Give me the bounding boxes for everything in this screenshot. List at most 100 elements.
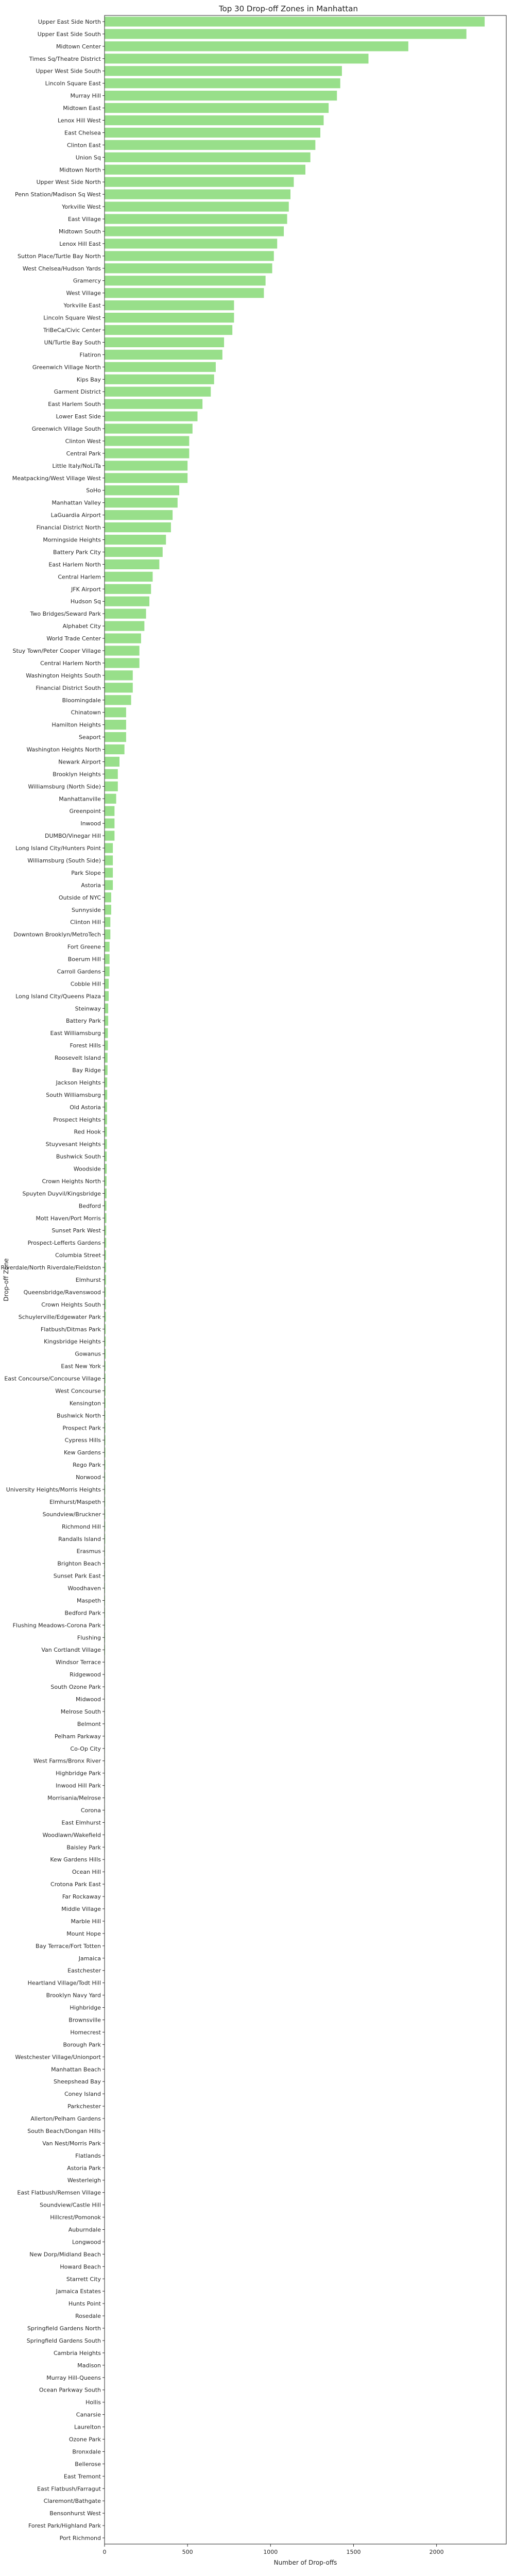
y-tick-label: Crotona Park East [50,1881,101,1888]
bar [105,140,316,150]
bar [105,78,340,89]
y-tick-label: Windsor Terrace [56,1659,101,1666]
bar [105,276,266,286]
y-tick-label: Yorkville East [63,302,101,309]
bar [105,1225,107,1235]
y-tick-label: Hollis [85,2399,101,2406]
y-tick-label: South Beach/Dongan Hills [27,2128,101,2134]
y-tick-label: Kew Gardens Hills [50,1856,101,1863]
x-tick-label: 1000 [263,2549,278,2555]
y-tick-label: New Dorp/Midland Beach [29,2251,101,2258]
bar [105,461,188,471]
bar [105,1385,106,1396]
y-tick-label: Upper East Side North [38,19,101,25]
y-tick-label: Borough Park [63,2041,101,2048]
y-tick-label: Starrett City [66,2276,101,2282]
y-tick-label: Spuyten Duyvil/Kingsbridge [22,1190,101,1197]
bar [105,1460,106,1470]
y-tick-label: Claremont/Bathgate [44,2498,101,2504]
bar [105,855,113,866]
y-tick-label: East Concourse/Concourse Village [4,1376,101,1382]
bar [105,436,190,446]
y-tick-label: Highbridge [70,2005,101,2011]
y-tick-label: Little Italy/NoLiTa [53,463,101,469]
y-tick-label: Manhattanville [59,795,101,802]
bar [105,300,234,311]
y-tick-label: Van Nest/Morris Park [42,2140,101,2147]
y-tick-label: Bellerose [75,2461,101,2467]
bar [105,152,311,162]
bar [105,164,305,175]
bar [105,596,150,606]
y-tick-label: Lenox Hill West [58,117,101,124]
y-tick-label: Greenpoint [70,808,101,815]
bar [105,1447,106,1458]
y-tick-label: UN/Turtle Bay South [44,339,101,346]
bar [105,1410,106,1420]
bar [105,312,234,323]
bar [105,769,118,779]
y-tick-label: Bay Terrace/Fort Totten [36,1943,101,1950]
y-tick-label: Westerleigh [67,2177,101,2184]
y-tick-label: Lincoln Square West [43,315,101,321]
y-tick-label: Hudson Sq [71,598,101,605]
y-tick-label: Union Sq [76,154,101,161]
bar [105,91,337,101]
y-tick-label: University Heights/Morris Heights [6,1486,101,1493]
y-tick-label: Norwood [76,1474,101,1481]
y-tick-label: Manhattan Beach [51,2066,101,2073]
bar [105,658,140,668]
bar [105,831,115,841]
bar [105,1373,106,1384]
x-tick-label: 2000 [430,2549,444,2555]
bar [105,362,216,372]
y-tick-label: Midwood [76,1696,101,1703]
y-tick-label: Hillcrest/Pomonok [50,2214,101,2221]
bar [105,1349,106,1359]
y-tick-label: Financial District North [37,524,101,531]
bar [105,1114,107,1125]
y-tick-label: Auburndale [68,2226,101,2233]
y-tick-label: Homecrest [70,2029,101,2036]
bar [105,1336,106,1347]
y-tick-label: Bensonhurst West [49,2510,101,2517]
y-tick-label: Sunset Park West [52,1227,101,1234]
y-tick-label: Co-Op City [70,1745,101,1752]
y-tick-label: Soundview/Bruckner [43,1511,101,1518]
y-tick-label: Westchester Village/Unionport [15,2054,101,2060]
y-tick-label: Parkchester [67,2103,101,2110]
y-tick-label: Stuyvesant Heights [46,1141,101,1148]
y-tick-label: Baisley Park [66,1844,101,1851]
y-tick-label: Lenox Hill East [59,241,101,247]
bar [105,1422,106,1433]
y-tick-label: Maspeth [77,1597,101,1604]
y-tick-label: Upper East Side South [38,31,101,38]
y-tick-label: Astoria Park [67,2165,101,2172]
bar [105,66,342,76]
bar [105,189,290,199]
bar [105,251,274,261]
y-tick-label: Meatpacking/West Village West [12,475,101,482]
y-tick-label: Brooklyn Navy Yard [46,1992,101,1999]
y-tick-label: West Concourse [55,1387,101,1394]
y-tick-label: Flatbush/Ditmas Park [41,1326,101,1333]
y-tick-label: Steinway [75,1005,101,1012]
bar [105,1435,106,1445]
y-tick-label: Bushwick North [57,1412,101,1419]
bar [105,1090,108,1100]
bar [105,473,188,483]
bar [105,1176,107,1187]
x-tick-label: 500 [182,2549,193,2555]
bar [105,1250,106,1260]
y-tick-label: Longwood [72,2239,101,2245]
bar [105,942,110,952]
bar [105,917,111,927]
bar [105,103,329,113]
y-tick-label: Forest Park/Highland Park [28,2522,101,2529]
y-tick-label: East New York [61,1363,101,1370]
y-tick-label: SoHo [86,487,101,494]
y-tick-label: Woodlawn/Wakefield [42,1832,101,1838]
y-tick-label: Lincoln Square East [45,80,101,87]
y-tick-label: Alphabet City [63,623,101,630]
bar [105,288,264,298]
